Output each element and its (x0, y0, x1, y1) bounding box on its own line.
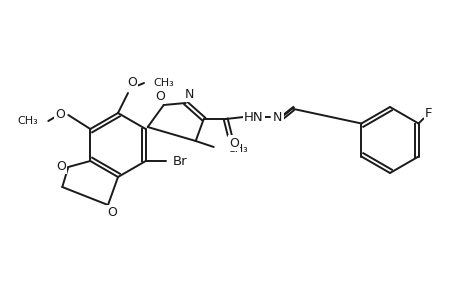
Text: O: O (154, 89, 164, 103)
Text: O: O (107, 206, 117, 220)
Text: CH₃: CH₃ (153, 78, 174, 88)
Text: O: O (55, 107, 65, 121)
Text: N: N (185, 88, 194, 100)
Text: HN: HN (243, 110, 263, 124)
Text: O: O (56, 160, 66, 172)
Text: Br: Br (172, 154, 187, 167)
Text: N: N (273, 110, 282, 124)
Text: CH₃: CH₃ (17, 116, 38, 126)
Text: O: O (127, 76, 137, 88)
Text: F: F (424, 107, 431, 120)
Text: O: O (228, 136, 238, 149)
Text: CH₃: CH₃ (227, 144, 248, 154)
